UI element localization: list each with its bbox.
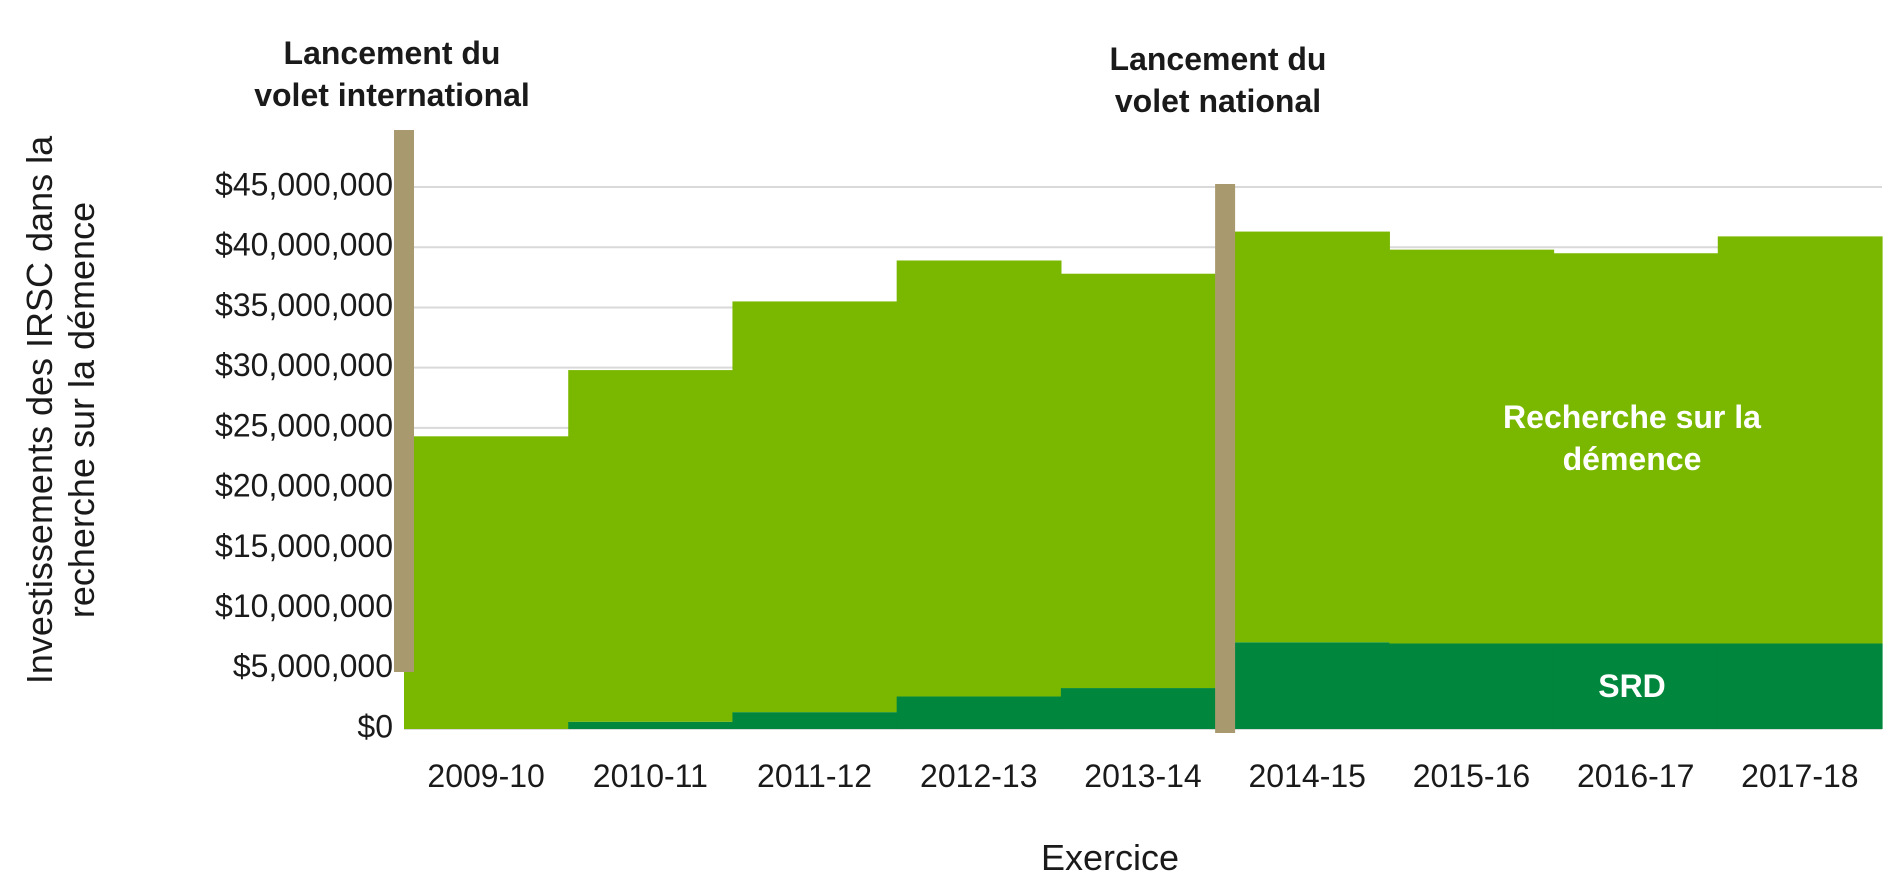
- x-tick-label: 2011-12: [757, 758, 872, 794]
- plot-areas: [404, 231, 1883, 729]
- annotations: Lancement du volet international Lancement…: [254, 35, 1326, 119]
- y-axis-title-line1: Investissements des IRSC dans la: [19, 135, 60, 684]
- x-tick-label: 2014-15: [1249, 758, 1366, 794]
- x-tick-label: 2009-10: [427, 758, 544, 794]
- y-tick-label: $0: [357, 708, 393, 744]
- x-tick-label: 2010-11: [593, 758, 708, 794]
- srd-segment: [1553, 643, 1719, 729]
- y-tick-label: $45,000,000: [215, 166, 393, 202]
- recherche-segment: [1060, 273, 1226, 689]
- y-axis-title-line2: recherche sur la démence: [61, 202, 102, 618]
- recherche-segment: [896, 260, 1062, 697]
- launch-marker: [1215, 184, 1236, 733]
- y-tick-label: $10,000,000: [215, 588, 393, 624]
- annotation-line1: Lancement du: [284, 35, 501, 71]
- y-axis-title: Investissements des IRSC dans la recherc…: [19, 135, 102, 684]
- annotation-line2: volet national: [1115, 83, 1321, 119]
- srd-segment: [1060, 688, 1226, 729]
- y-tick-label: $15,000,000: [215, 528, 393, 564]
- series-label-srd: SRD: [1598, 668, 1666, 704]
- y-axis-ticks: $0 $5,000,000 $10,000,000 $15,000,000 $20,00…: [215, 166, 393, 744]
- srd-segment: [1389, 643, 1555, 729]
- x-tick-label: 2017-18: [1741, 758, 1858, 794]
- srd-segment: [896, 696, 1062, 729]
- recherche-segment: [1717, 236, 1883, 644]
- recherche-segment: [732, 301, 898, 713]
- y-tick-label: $40,000,000: [215, 227, 393, 263]
- launch-markers: [394, 130, 1236, 733]
- annotation-line1: Lancement du: [1110, 41, 1327, 77]
- series-label-recherche-line2: démence: [1563, 441, 1702, 477]
- series-label-recherche-line1: Recherche sur la: [1503, 399, 1761, 435]
- x-axis-ticks: 2009-10 2010-11 2011-12 2012-13 2013-14 2014-…: [427, 758, 1858, 794]
- y-tick-label: $5,000,000: [233, 648, 393, 684]
- srd-segment: [732, 712, 898, 729]
- x-tick-label: 2015-16: [1413, 758, 1530, 794]
- x-tick-label: 2016-17: [1577, 758, 1694, 794]
- recherche-segment: [404, 436, 569, 729]
- srd-segment: [1225, 642, 1390, 729]
- x-tick-label: 2013-14: [1084, 758, 1201, 794]
- x-axis-title: Exercice: [1041, 837, 1179, 878]
- launch-marker: [394, 130, 414, 672]
- y-tick-label: $20,000,000: [215, 468, 393, 504]
- y-tick-label: $30,000,000: [215, 347, 393, 383]
- srd-segment: [1717, 643, 1883, 729]
- y-tick-label: $35,000,000: [215, 287, 393, 323]
- srd-segment: [568, 721, 734, 729]
- annotation-line2: volet international: [254, 77, 530, 113]
- recherche-segment: [1553, 253, 1719, 644]
- x-tick-label: 2012-13: [920, 758, 1037, 794]
- recherche-segment: [568, 370, 734, 722]
- y-tick-label: $25,000,000: [215, 407, 393, 443]
- recherche-segment: [1225, 231, 1390, 643]
- recherche-segment: [1389, 249, 1555, 644]
